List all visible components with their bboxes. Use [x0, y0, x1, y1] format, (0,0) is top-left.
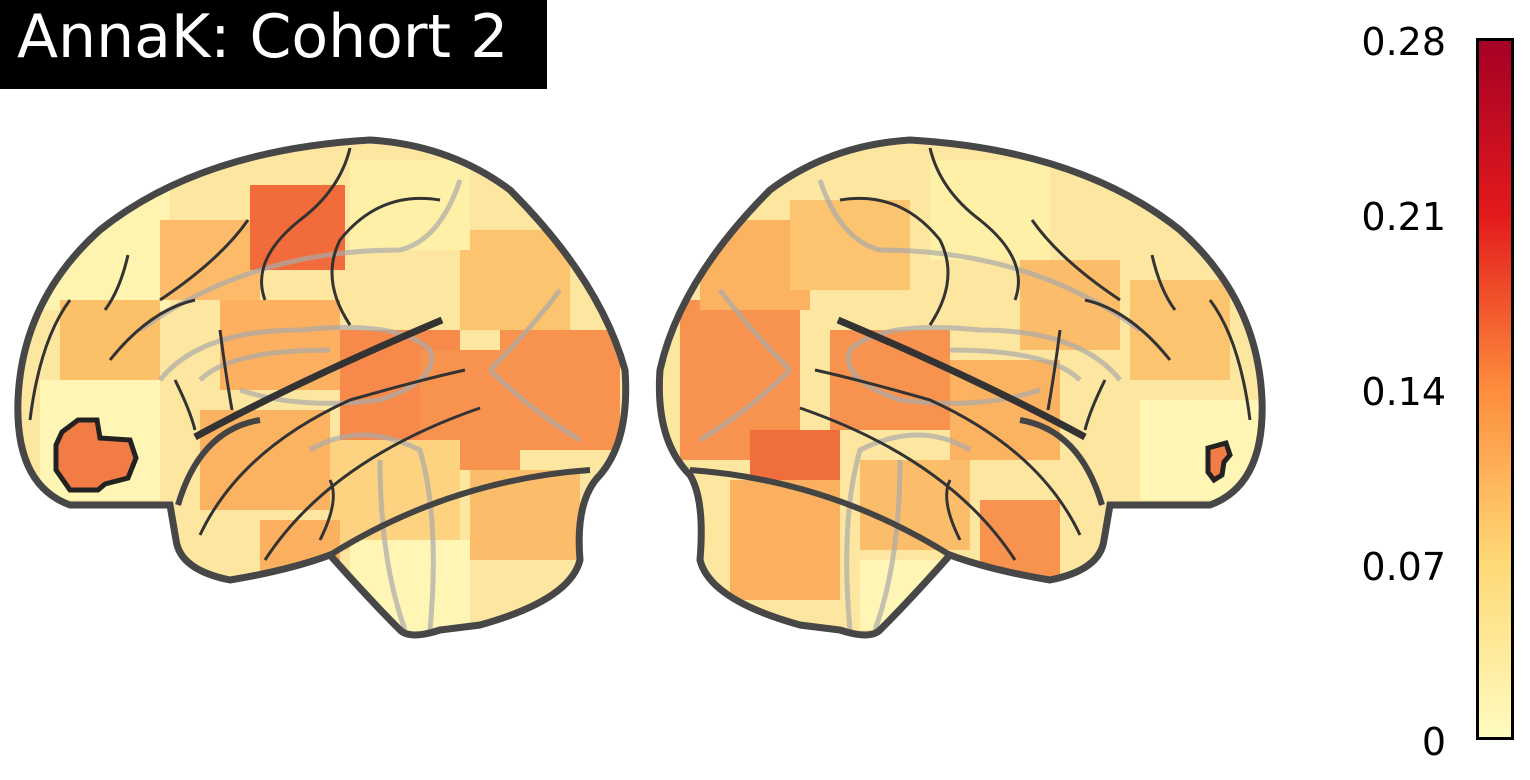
title-box: AnnaK: Cohort 2 [0, 0, 547, 89]
figure-title: AnnaK: Cohort 2 [17, 2, 509, 72]
left-hemisphere [0, 120, 640, 660]
right-hemisphere [650, 120, 1290, 660]
colorbar-tick: 0.07 [1361, 545, 1446, 589]
left-highlighted-cluster [53, 417, 139, 493]
right-highlighted-cluster [1205, 439, 1233, 484]
colorbar-tick-min: 0 [1421, 720, 1446, 764]
colorbar-tick: 0.21 [1361, 195, 1446, 239]
colorbar-tick: 0.14 [1361, 370, 1446, 414]
colorbar-tick-max: 0.28 [1361, 20, 1446, 64]
colorbar [1476, 38, 1514, 740]
